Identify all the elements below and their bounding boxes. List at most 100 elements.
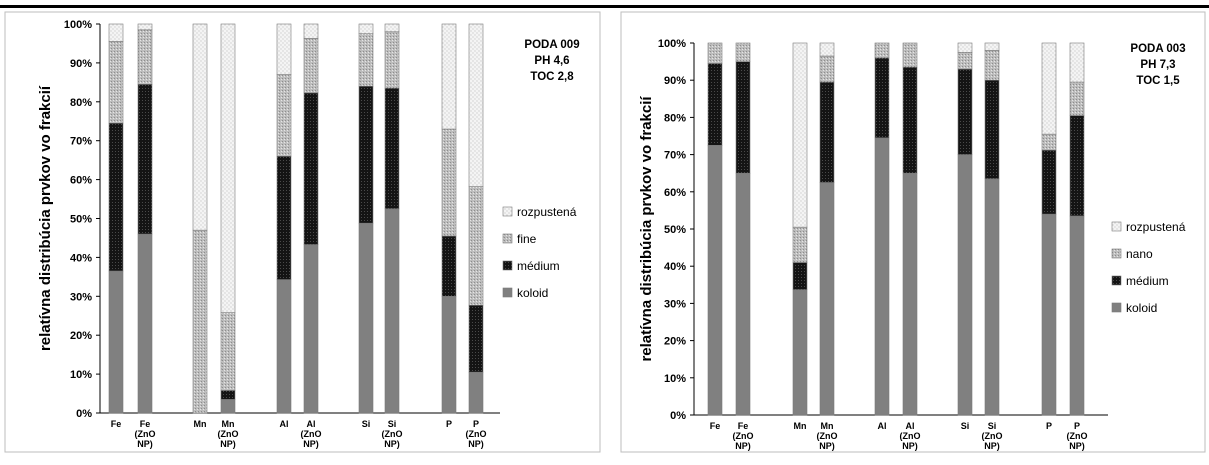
x-category-label: P xyxy=(1074,421,1080,431)
y-tick-label: 100% xyxy=(64,19,92,31)
bar-segment xyxy=(303,23,319,39)
x-category-label: Fe xyxy=(140,419,151,429)
y-tick-label: 30% xyxy=(664,298,686,310)
bar-segment xyxy=(276,155,292,280)
x-category-label: P xyxy=(473,419,479,429)
x-category-label: P xyxy=(1046,421,1052,431)
x-category-label: Fe xyxy=(738,421,749,431)
bar-segment xyxy=(441,128,457,237)
legend-swatch xyxy=(1111,275,1122,286)
x-category-label: Al xyxy=(878,421,887,431)
legend-swatch xyxy=(1111,302,1122,313)
bar-segment xyxy=(276,279,292,414)
bar-segment xyxy=(441,295,457,414)
bar-segment xyxy=(137,233,153,414)
bar-segment xyxy=(1069,42,1085,83)
y-axis-label: relatívna distribúcia prvkov vo frakcií xyxy=(638,96,655,362)
y-tick-label: 60% xyxy=(664,187,686,199)
bar-segment xyxy=(358,33,374,87)
x-category-label: (ZnO xyxy=(382,429,403,439)
x-category-label: Si xyxy=(988,421,997,431)
bar-segment xyxy=(1041,133,1057,151)
legend-label: rozpustená xyxy=(1126,220,1186,234)
y-tick-label: 30% xyxy=(70,291,92,303)
legend-swatch xyxy=(502,287,513,298)
y-tick-label: 60% xyxy=(70,175,92,187)
bar-segment xyxy=(957,154,973,416)
bar-segment xyxy=(1069,81,1085,116)
bar-segment xyxy=(819,81,835,183)
x-category-label: (ZnO xyxy=(817,431,838,441)
x-category-label: Al xyxy=(280,419,289,429)
x-category-label: NP) xyxy=(220,439,236,449)
x-category-label: Fe xyxy=(111,419,122,429)
y-tick-label: 20% xyxy=(664,336,686,348)
bar-segment xyxy=(874,42,890,59)
bar-segment xyxy=(792,226,808,263)
x-category-label: Mn xyxy=(194,419,207,429)
sample-info-text: PH 4,6 xyxy=(534,55,569,67)
x-category-label: Al xyxy=(906,421,915,431)
bar-segment xyxy=(819,42,835,57)
sample-info-text: PH 7,3 xyxy=(1140,59,1175,71)
bar-segment xyxy=(137,29,153,85)
bar-segment xyxy=(220,399,236,414)
y-tick-label: 90% xyxy=(664,75,686,87)
x-category-label: Mn xyxy=(794,421,807,431)
y-tick-label: 20% xyxy=(70,330,92,342)
bar-segment xyxy=(468,304,484,373)
x-category-label: NP) xyxy=(819,441,835,451)
bar-segment xyxy=(1069,115,1085,217)
legend-label: fine xyxy=(517,232,537,246)
x-category-label: (ZnO xyxy=(733,431,754,441)
x-category-label: Al xyxy=(307,419,316,429)
bar-segment xyxy=(468,186,484,306)
bar-segment xyxy=(192,229,208,414)
bar-segment xyxy=(384,87,400,210)
bar-segment xyxy=(1041,213,1057,416)
bar-segment xyxy=(957,51,973,70)
bar-segment xyxy=(276,74,292,157)
bar-segment xyxy=(792,289,808,416)
x-category-label: (ZnO xyxy=(1067,431,1088,441)
bar-segment xyxy=(874,137,890,416)
y-tick-label: 40% xyxy=(664,261,686,273)
bar-segment xyxy=(735,172,751,416)
bar-segment xyxy=(735,42,751,62)
bar-segment xyxy=(957,42,973,53)
y-tick-label: 100% xyxy=(658,38,686,50)
bar-segment xyxy=(220,390,236,400)
bar-segment xyxy=(108,23,124,42)
bar-segment xyxy=(108,41,124,124)
x-category-label: Si xyxy=(362,419,371,429)
bar-segment xyxy=(220,312,236,391)
x-category-label: NP) xyxy=(1069,441,1085,451)
x-category-label: NP) xyxy=(384,439,400,449)
x-category-label: Mn xyxy=(821,421,834,431)
x-category-label: NP) xyxy=(902,441,918,451)
x-category-label: Mn xyxy=(222,419,235,429)
sample-info-text: PODA 009 xyxy=(524,39,579,51)
bar-segment xyxy=(1069,215,1085,416)
y-tick-label: 80% xyxy=(664,112,686,124)
y-tick-label: 10% xyxy=(664,373,686,385)
bar-segment xyxy=(1041,42,1057,135)
legend-label: médium xyxy=(517,259,560,273)
sample-info-text: PODA 003 xyxy=(1130,43,1185,55)
legend-label: koloid xyxy=(517,286,548,300)
bar-segment xyxy=(707,145,723,416)
bar-segment xyxy=(1041,149,1057,215)
bar-segment xyxy=(108,270,124,414)
bar-segment xyxy=(303,38,319,94)
legend-label: médium xyxy=(1126,274,1169,288)
x-category-label: Fe xyxy=(710,421,721,431)
legend-swatch xyxy=(1111,221,1122,232)
bar-segment xyxy=(137,83,153,235)
legend-swatch xyxy=(502,206,513,217)
chart-frame xyxy=(620,11,1206,453)
bar-segment xyxy=(384,208,400,414)
x-category-label: (ZnO xyxy=(301,429,322,439)
y-tick-label: 70% xyxy=(70,136,92,148)
x-category-label: P xyxy=(446,419,452,429)
bar-segment xyxy=(819,55,835,83)
